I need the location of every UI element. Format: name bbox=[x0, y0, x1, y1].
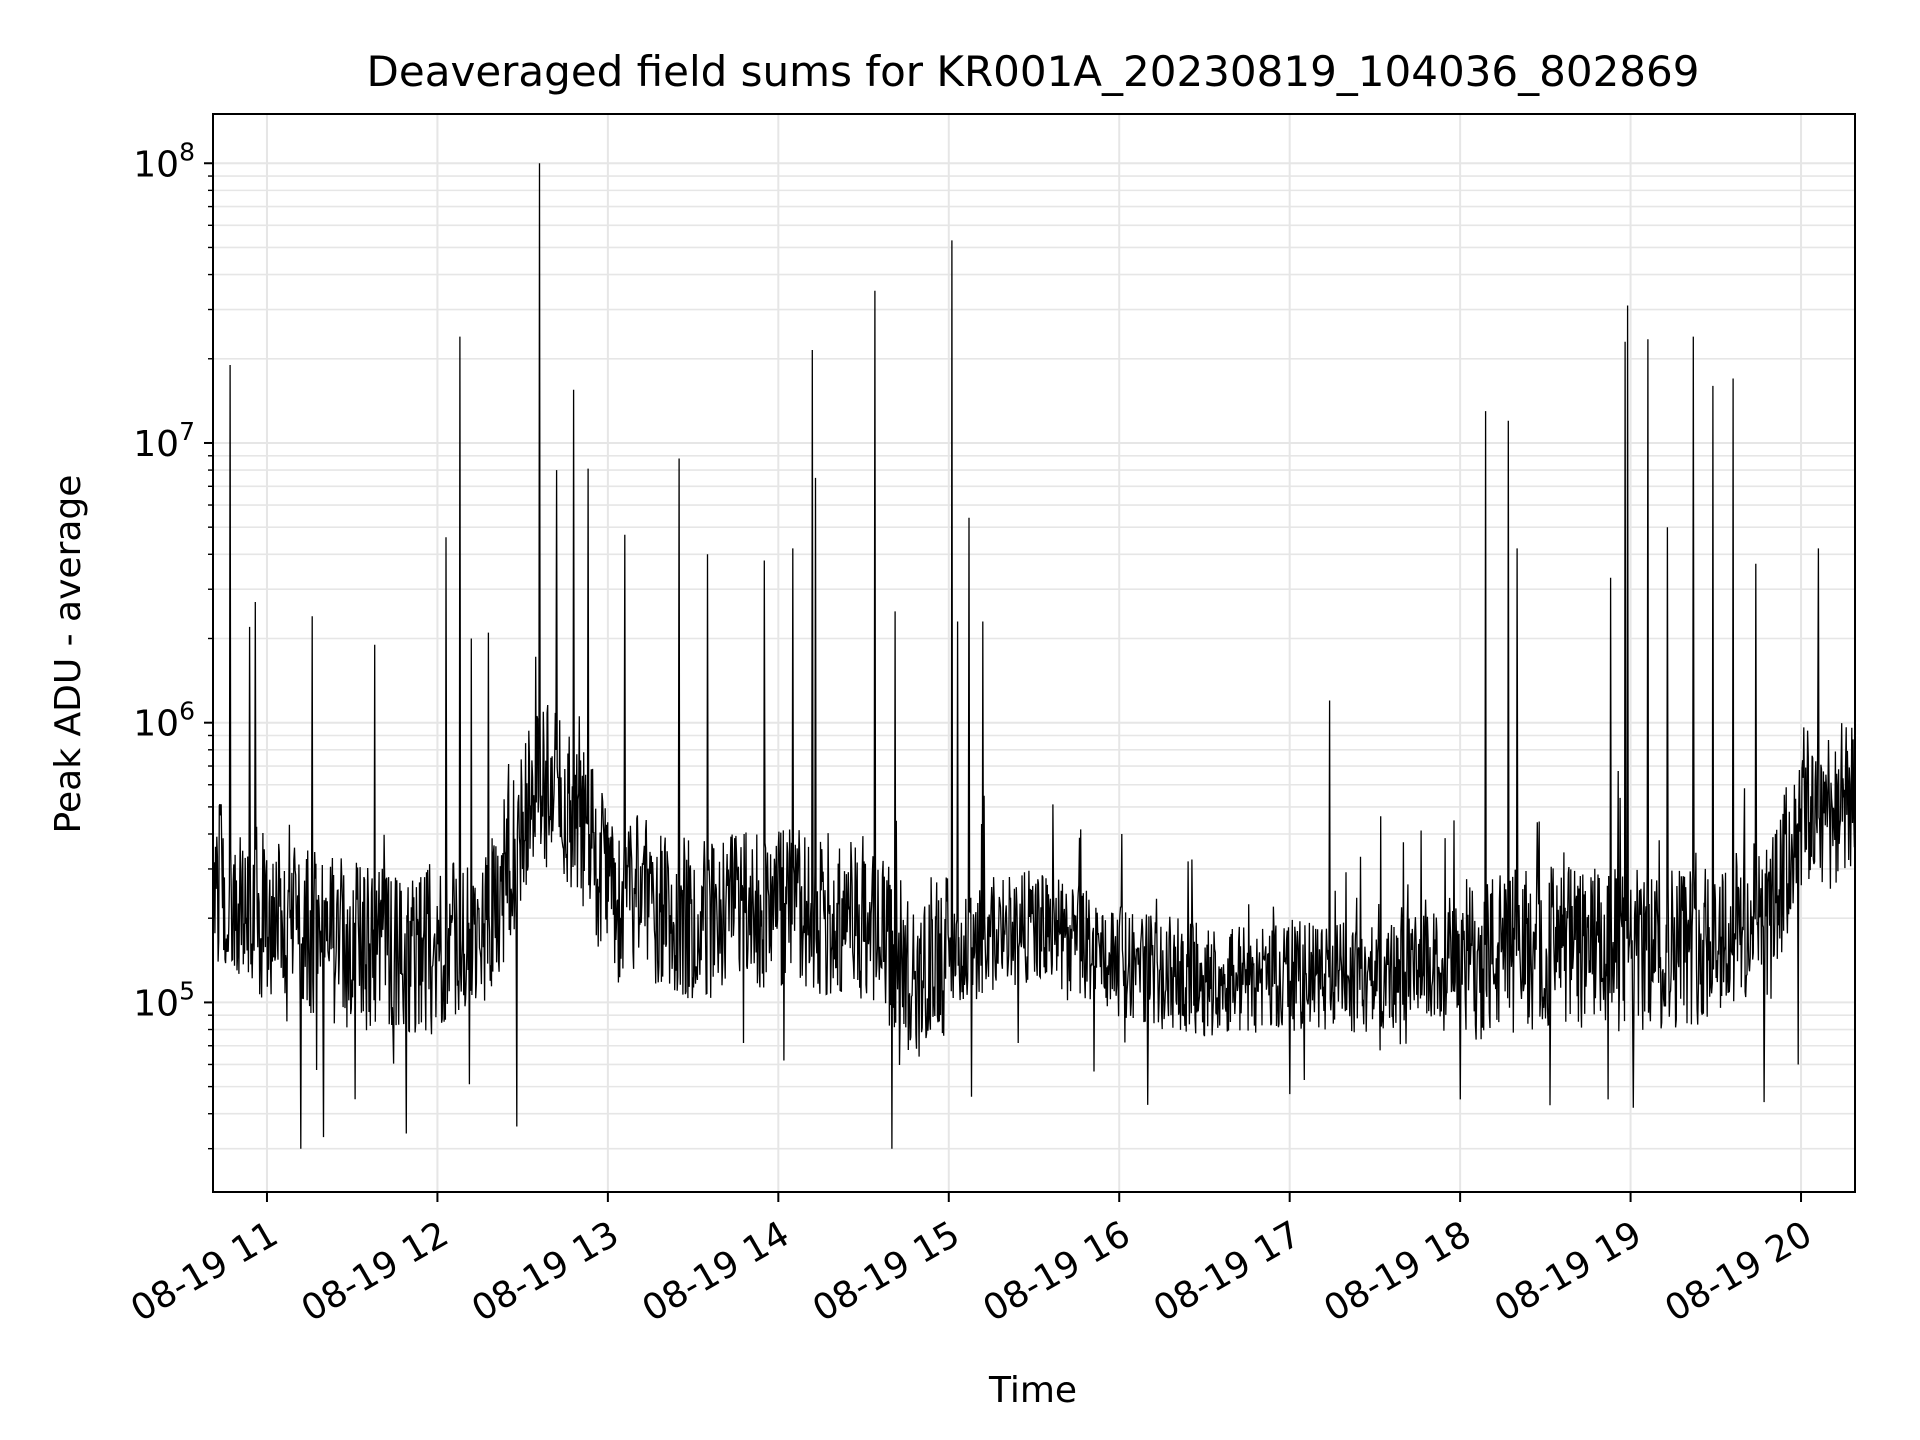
y-tick-label: 106 bbox=[133, 697, 195, 745]
plot-area bbox=[212, 163, 1856, 1149]
y-tick-label: 107 bbox=[133, 417, 195, 465]
series-line bbox=[212, 163, 1856, 1149]
y-axis-label: Peak ADU - average bbox=[48, 475, 89, 834]
chart-title: Deaveraged field sums for KR001A_2023081… bbox=[367, 47, 1700, 96]
x-axis-label: Time bbox=[988, 1370, 1077, 1411]
plot-frame bbox=[212, 113, 1856, 1193]
y-tick-label: 108 bbox=[133, 137, 195, 185]
y-tick-label: 105 bbox=[133, 976, 195, 1024]
y-axis: 105 106 107 108 bbox=[133, 137, 213, 1150]
